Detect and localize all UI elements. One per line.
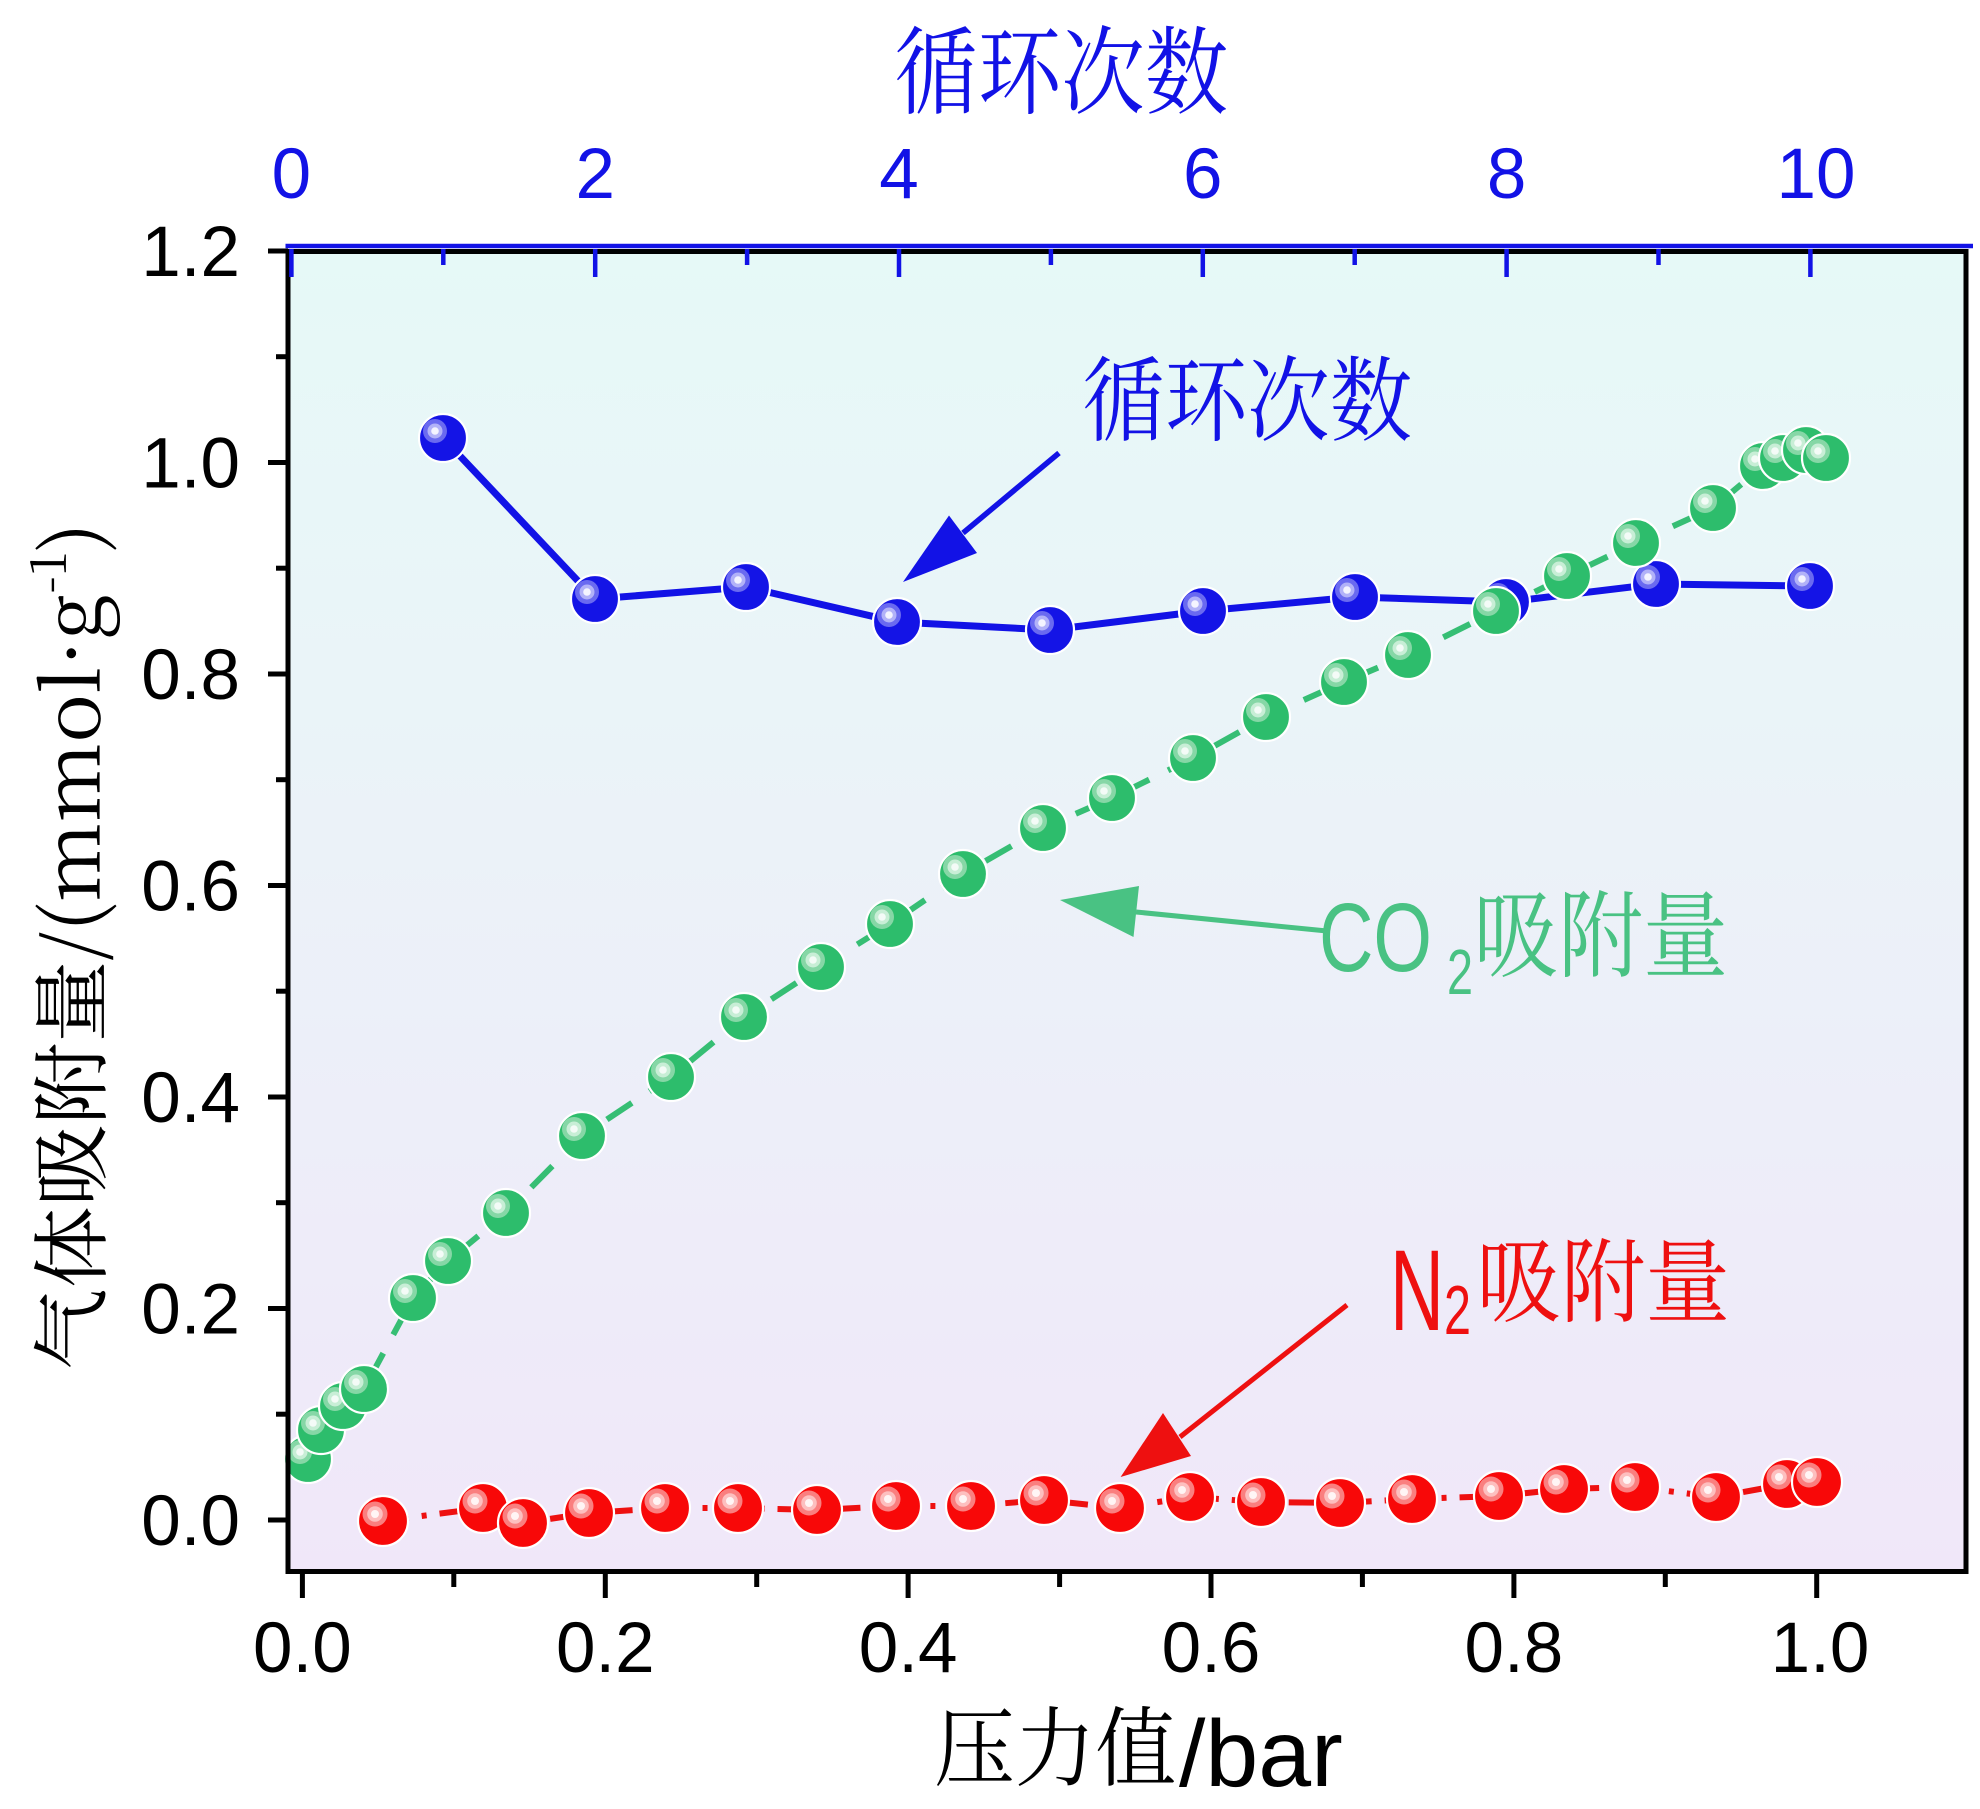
svg-text:1.0: 1.0 [1771,1609,1870,1688]
svg-text:0.0: 0.0 [253,1609,352,1688]
svg-text:0.2: 0.2 [141,1271,240,1350]
svg-text:2: 2 [575,135,615,214]
svg-text:4: 4 [879,135,919,214]
svg-text:0.6: 0.6 [141,848,240,927]
svg-text:N: N [1390,1227,1444,1355]
svg-text:CO: CO [1319,883,1432,992]
svg-text:0.8: 0.8 [141,636,240,715]
svg-text:1.2: 1.2 [141,213,240,292]
svg-text:0: 0 [272,135,312,214]
svg-text:0.8: 0.8 [1465,1609,1564,1688]
svg-text:0.4: 0.4 [859,1609,958,1688]
svg-text:/bar: /bar [1179,1701,1343,1807]
svg-text:0.2: 0.2 [556,1609,655,1688]
svg-text:0.6: 0.6 [1162,1609,1261,1688]
svg-text:2: 2 [1447,936,1473,1008]
svg-text:6: 6 [1183,135,1223,214]
svg-text:8: 8 [1487,135,1527,214]
svg-text:0.4: 0.4 [141,1059,240,1138]
svg-text:10: 10 [1777,135,1856,214]
svg-text:2: 2 [1444,1271,1471,1349]
svg-text:1.0: 1.0 [141,425,240,504]
svg-text:0.0: 0.0 [141,1482,240,1561]
